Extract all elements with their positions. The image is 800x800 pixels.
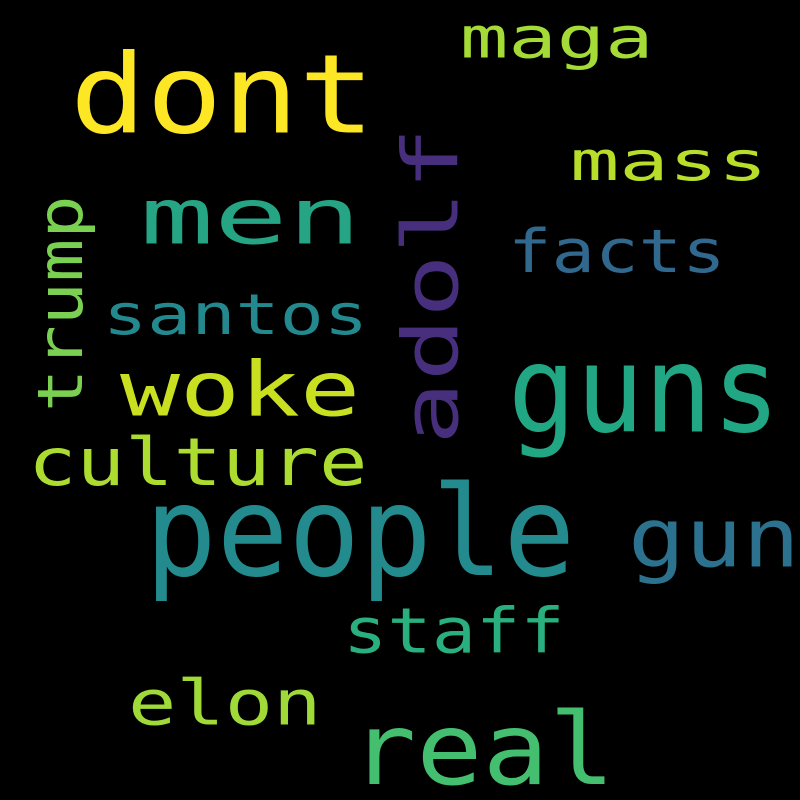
word-men: men [140, 170, 362, 263]
word-trump: trump [24, 195, 97, 412]
word-guns: guns [508, 319, 781, 461]
word-real: real [350, 691, 616, 800]
word-staff: staff [343, 594, 565, 668]
word-people: people [145, 458, 576, 605]
word-woke: woke [120, 345, 361, 435]
word-maga: maga [460, 4, 654, 72]
word-adolf: adolf [386, 126, 477, 445]
word-dont: dont [70, 31, 376, 159]
word-mass: mass [570, 130, 768, 194]
word-elon: elon [128, 666, 322, 740]
word-gun: gun [628, 491, 800, 587]
word-culture: culture [28, 424, 368, 502]
word-santos: santos [103, 281, 369, 348]
word-facts: facts [508, 216, 726, 287]
